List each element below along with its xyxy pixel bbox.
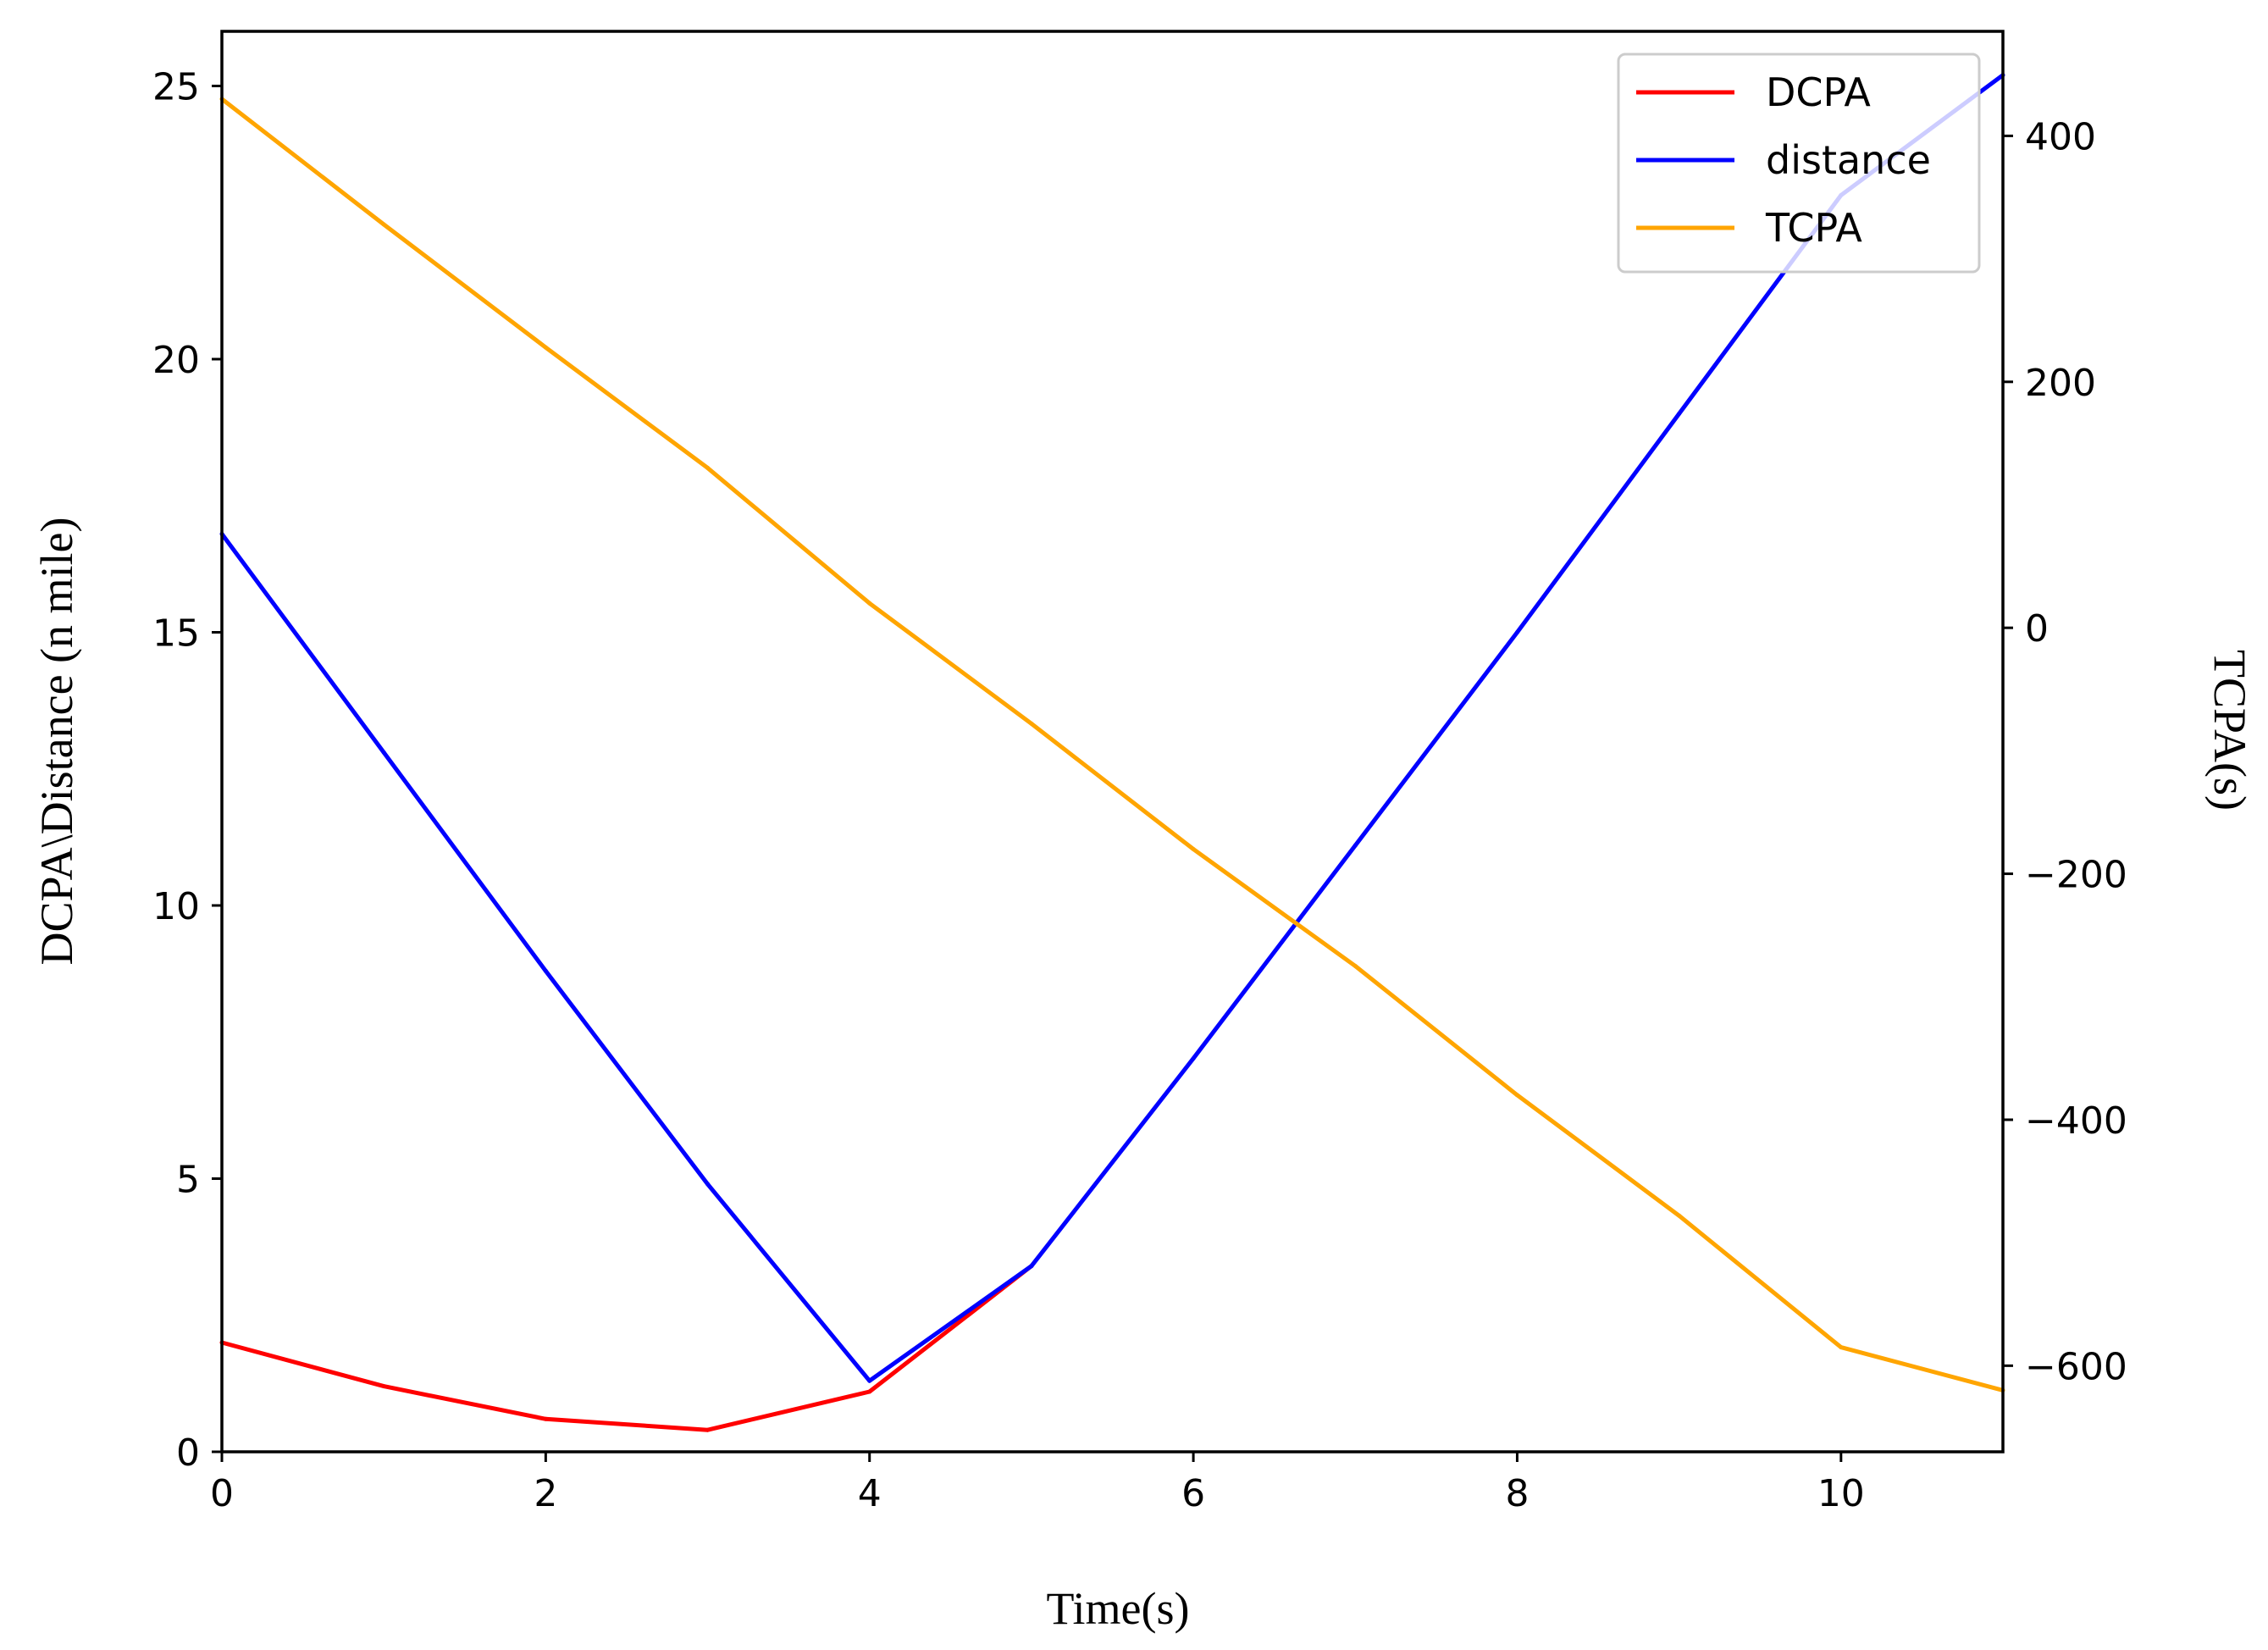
right-y-tick-label: 200 <box>2025 362 2096 405</box>
legend-label-tcpa: TCPA <box>1765 205 1862 251</box>
data-point-dcpa-4 <box>867 1389 872 1394</box>
series-line-dcpa <box>221 1264 1033 1432</box>
data-point-tcpa-7 <box>1353 964 1358 968</box>
data-point-dcpa-2 <box>543 1416 548 1421</box>
data-point-distance-5 <box>1029 1264 1034 1269</box>
data-point-distance-6 <box>1191 1056 1196 1061</box>
legend: DCPA distance TCPA <box>1617 53 1981 274</box>
left-y-tick-label: 10 <box>152 885 200 928</box>
data-point-tcpa-2 <box>543 345 548 350</box>
right-y-tick-label: −400 <box>2025 1099 2127 1143</box>
x-tick-label: 8 <box>1505 1472 1529 1515</box>
legend-box <box>1617 53 1981 274</box>
left-y-tick-label: 25 <box>152 66 200 109</box>
series-line-tcpa <box>220 97 2004 1393</box>
right-y-axis-ticks: −600 −400 −200 0 200 400 <box>2003 115 2127 1388</box>
x-tick-label: 0 <box>210 1472 234 1515</box>
data-point-tcpa-10 <box>1839 1345 1844 1350</box>
x-tick-label: 6 <box>1181 1472 1205 1515</box>
series-layer <box>219 73 2005 1432</box>
data-point-tcpa-4 <box>867 601 872 606</box>
right-y-axis-title: TCPA(s) <box>2204 650 2255 811</box>
series-line-distance <box>219 73 2005 1383</box>
x-axis-ticks: 0 2 4 6 8 10 <box>210 1452 1865 1515</box>
data-point-tcpa-8 <box>1515 1093 1519 1098</box>
left-y-tick-label: 20 <box>152 339 200 382</box>
right-y-tick-label: −600 <box>2025 1345 2127 1388</box>
legend-label-dcpa: DCPA <box>1766 69 1871 115</box>
data-point-tcpa-1 <box>381 222 386 227</box>
x-tick-label: 2 <box>534 1472 557 1515</box>
data-point-distance-8 <box>1515 630 1519 634</box>
left-y-tick-label: 0 <box>176 1431 200 1475</box>
left-y-axis-title: DCPA\Distance (n mile) <box>31 518 82 966</box>
data-point-tcpa-9 <box>1677 1213 1682 1218</box>
data-point-distance-7 <box>1353 843 1358 848</box>
right-y-tick-label: −200 <box>2025 854 2127 897</box>
data-point-distance-1 <box>381 750 386 755</box>
left-y-tick-label: 5 <box>176 1159 200 1202</box>
x-tick-label: 10 <box>1817 1472 1865 1515</box>
right-y-tick-label: 0 <box>2025 607 2049 651</box>
data-point-dcpa-3 <box>705 1427 710 1432</box>
left-y-axis-ticks: 0 5 10 15 20 25 <box>152 66 222 1475</box>
right-y-tick-label: 400 <box>2025 115 2096 158</box>
x-axis-title: Time(s) <box>1046 1583 1189 1634</box>
data-point-dcpa-1 <box>381 1384 386 1389</box>
data-point-distance-2 <box>543 968 548 973</box>
data-point-distance-3 <box>705 1182 710 1187</box>
legend-label-distance: distance <box>1766 137 1931 183</box>
data-point-tcpa-5 <box>1029 721 1034 726</box>
data-point-tcpa-6 <box>1191 847 1196 851</box>
left-y-tick-label: 15 <box>152 612 200 656</box>
data-point-distance-9 <box>1677 412 1682 416</box>
data-point-tcpa-3 <box>705 465 710 470</box>
x-tick-label: 4 <box>858 1472 882 1515</box>
data-point-distance-4 <box>867 1378 872 1383</box>
plot-frame <box>220 30 2005 1453</box>
